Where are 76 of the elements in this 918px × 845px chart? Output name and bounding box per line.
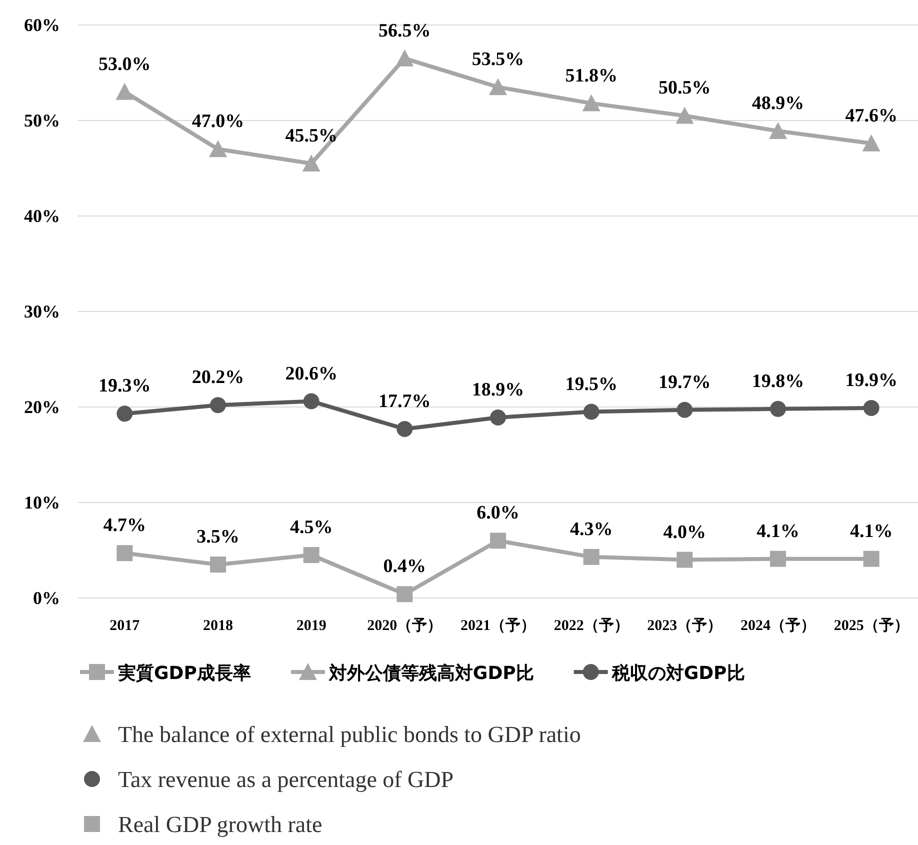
x-tick-label: 2018 [203,618,233,634]
data-label: 4.0% [663,522,706,543]
data-label: 19.3% [98,376,151,397]
point [582,94,600,112]
data-label: 4.3% [570,518,613,540]
text: Real GDP growth rate [118,812,322,837]
point [676,402,693,418]
data-label: 48.9% [752,93,804,114]
data-label: 53.5% [472,49,524,70]
data-label: 50.5% [658,78,711,99]
x-tick-label: 2021（予） [460,617,536,634]
data-label: 51.8% [565,65,618,86]
y-tick-label: 0% [33,588,60,608]
data-label: 56.5% [378,20,431,42]
y-tick-label: 20% [24,397,60,417]
y-tick-label: 40% [24,206,60,226]
x-tick-label: 2023（予） [647,617,722,634]
point [490,410,506,426]
point [396,420,413,437]
data-label: 45.5% [285,125,338,146]
legend-label: 実質GDP成長率 [117,663,251,684]
legend-label: 対外公債等残高対GDP比 [328,663,534,684]
x-tick-label: 2020（予） [367,617,442,634]
data-label: 53.0% [98,54,151,75]
point [210,556,226,573]
point [676,106,694,124]
y-tick-label: 30% [24,302,60,322]
point [210,397,226,414]
point [490,532,506,549]
point [303,547,320,564]
data-label: 19.9% [845,370,898,391]
point [769,122,787,140]
y-tick-label: 50% [24,110,60,130]
data-label: 3.5% [196,526,240,548]
point [863,400,880,416]
data-label: 4.1% [850,520,893,542]
point [396,586,413,602]
data-label: 18.9% [472,380,524,401]
data-label: 6.0% [476,502,520,524]
data-label: 0.4% [383,556,426,578]
y-tick-label: 10% [24,492,60,512]
x-tick-label: 2022（予） [554,617,629,634]
x-tick-label: 2019 [296,618,326,634]
x-tick-label: 2025（予） [834,617,909,634]
point [770,550,786,567]
data-label: 4.1% [756,520,800,542]
legend-label: 税収の対GDP比 [610,663,745,684]
data-label: 47.0% [192,111,244,132]
data-label: 20.2% [192,367,244,388]
point [770,400,786,417]
point [862,134,880,152]
data-label: 47.6% [845,105,898,126]
point [302,154,320,172]
data-label: 19.7% [658,372,711,393]
x-tick-label: 2024（予） [740,617,816,634]
data-label: 4.5% [290,517,333,538]
text: The balance of external public bonds to GDP ratio [118,722,581,747]
y-tick-label: 60% [24,15,60,35]
text: Tax revenue as a percentage of GDP [118,767,454,792]
data-label: 19.8% [752,370,804,392]
point [303,393,320,410]
point [583,404,600,420]
point [116,82,134,100]
point [489,78,507,96]
point [583,548,600,565]
point [116,545,133,562]
x-tick-label: 2017 [110,618,140,634]
data-label: 19.5% [565,374,618,395]
point [209,140,227,158]
point [676,552,693,568]
point [863,550,880,567]
point [116,406,133,422]
point [396,49,414,66]
data-label: 4.7% [103,515,146,536]
data-label: 17.7% [378,390,431,412]
data-label: 20.6% [285,363,338,384]
